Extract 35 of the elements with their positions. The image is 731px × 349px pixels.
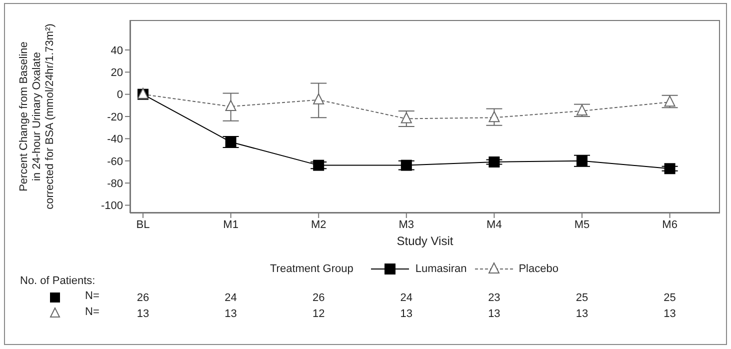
x-tick-label: M1 bbox=[223, 218, 238, 231]
y-tick-label: -40 bbox=[107, 134, 123, 146]
point bbox=[313, 160, 324, 171]
point bbox=[225, 100, 236, 112]
legend-label: Lumasiran bbox=[415, 263, 467, 275]
point bbox=[400, 160, 412, 171]
y-tick-label: -80 bbox=[107, 178, 123, 190]
text: N= 13 13 12 13 13 13 13 bbox=[85, 306, 676, 320]
y-tick-label: 20 bbox=[110, 67, 123, 80]
x-tick-label: M4 bbox=[486, 218, 502, 231]
x-tick-label: M5 bbox=[574, 218, 590, 231]
point bbox=[488, 111, 500, 122]
point bbox=[488, 156, 500, 168]
y-tick-label: 0 bbox=[116, 89, 123, 102]
text: N= 26 24 26 24 23 25 25 bbox=[85, 290, 676, 304]
point bbox=[576, 104, 588, 116]
point bbox=[576, 155, 588, 166]
x-tick-label: BL bbox=[136, 218, 150, 231]
y-tick-label: -60 bbox=[107, 156, 123, 168]
x-tick-label: M2 bbox=[310, 218, 326, 231]
y-tick-label: -100 bbox=[100, 200, 123, 212]
y-tick-label: -20 bbox=[107, 111, 123, 124]
point bbox=[664, 163, 676, 174]
legend-label: Placebo bbox=[518, 263, 558, 275]
point bbox=[664, 96, 676, 107]
x-tick-label: M3 bbox=[398, 218, 414, 231]
x-axis-title: Study Visit bbox=[396, 234, 454, 248]
point bbox=[225, 136, 236, 148]
x-tick-label: M6 bbox=[662, 218, 678, 231]
text: No. of Patients: bbox=[20, 275, 96, 287]
y-tick-label: 40 bbox=[110, 44, 123, 57]
y-axis-title: Percent Change from Baseline in 24-hour Urinary Oxalate corrected for BSA (mmol/24hr/1.73m²) bbox=[18, 24, 56, 210]
point bbox=[400, 112, 412, 124]
legend-title: Treatment Group bbox=[270, 263, 354, 275]
point bbox=[313, 93, 324, 104]
